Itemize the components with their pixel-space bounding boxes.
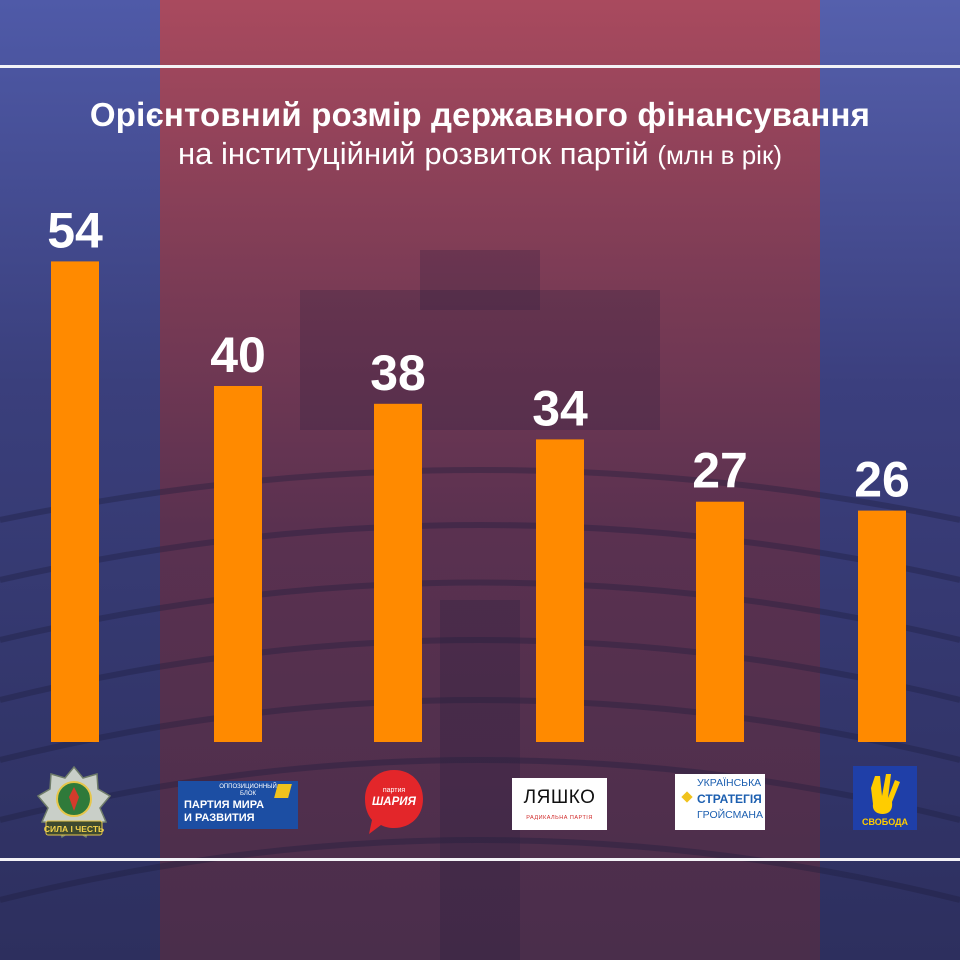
groysman-line2: СТРАТЕГІЯ bbox=[697, 792, 762, 806]
svoboda-text: СВОБОДА bbox=[862, 817, 909, 827]
opoblock-top-text: ОППОЗИЦИОННЫЙ БЛОК bbox=[219, 784, 277, 797]
logo-lyashko: ЛЯШКО РАДИКАЛЬНА ПАРТІЯ bbox=[512, 778, 607, 830]
chart-title: Орієнтовний розмір державного фінансуван… bbox=[89, 96, 871, 133]
bar-6 bbox=[858, 510, 906, 742]
bar-2 bbox=[214, 386, 262, 742]
bar-value-label-5: 27 bbox=[692, 443, 748, 499]
subtitle-text: на інституційний розвиток партій bbox=[178, 136, 649, 171]
logo-groysman: УКРАЇНСЬКА СТРАТЕГІЯ ГРОЙСМАНА bbox=[675, 774, 765, 830]
logo-svoboda: СВОБОДА bbox=[853, 766, 917, 830]
bar-4 bbox=[536, 439, 584, 742]
groysman-line1: УКРАЇНСЬКА bbox=[697, 777, 762, 789]
groysman-line3: ГРОЙСМАНА bbox=[697, 809, 763, 821]
logo-sila-i-chest: СИЛА І ЧЕСТЬ bbox=[36, 765, 112, 841]
opoblock-flag-icon bbox=[274, 784, 292, 798]
bar-value-label-1: 54 bbox=[47, 202, 103, 258]
bottom-divider bbox=[0, 858, 960, 861]
bar-value-label-6: 26 bbox=[854, 452, 910, 508]
bar-value-label-3: 38 bbox=[370, 345, 426, 401]
shariy-small-text: партия bbox=[383, 787, 406, 794]
bar-value-label-2: 40 bbox=[210, 327, 266, 383]
bar-5 bbox=[696, 501, 744, 742]
opoblock-line2: И РАЗВИТИЯ bbox=[184, 812, 255, 824]
sila-i-chest-text: СИЛА І ЧЕСТЬ bbox=[44, 824, 104, 834]
lyashko-sub-text: РАДИКАЛЬНА ПАРТІЯ bbox=[526, 815, 593, 821]
svoboda-hand-icon: СВОБОДА bbox=[862, 774, 909, 827]
bar-1 bbox=[51, 261, 99, 742]
opoblock-line1: ПАРТИЯ МИРА bbox=[184, 799, 265, 811]
sila-i-chest-emblem-icon: СИЛА І ЧЕСТЬ bbox=[36, 765, 112, 839]
subtitle-unit: (млн в рік) bbox=[657, 140, 782, 170]
top-divider bbox=[0, 65, 960, 68]
shariy-bubble-icon: партия ШАРИЯ bbox=[365, 770, 423, 834]
bar-value-label-4: 34 bbox=[532, 380, 588, 436]
chart-subtitle: на інституційний розвиток партій (млн в … bbox=[0, 135, 960, 174]
bar-3 bbox=[374, 403, 422, 742]
shariy-big-text: ШАРИЯ bbox=[372, 796, 417, 808]
title-block: Орієнтовний розмір державного фінансуван… bbox=[0, 95, 960, 174]
lyashko-name-text: ЛЯШКО bbox=[523, 787, 596, 808]
groysman-mark-icon bbox=[681, 791, 693, 803]
logo-shariy: партия ШАРИЯ bbox=[363, 768, 425, 836]
logo-opoblock: ОППОЗИЦИОННЫЙ БЛОК ПАРТИЯ МИРА И РАЗВИТИ… bbox=[178, 781, 298, 829]
